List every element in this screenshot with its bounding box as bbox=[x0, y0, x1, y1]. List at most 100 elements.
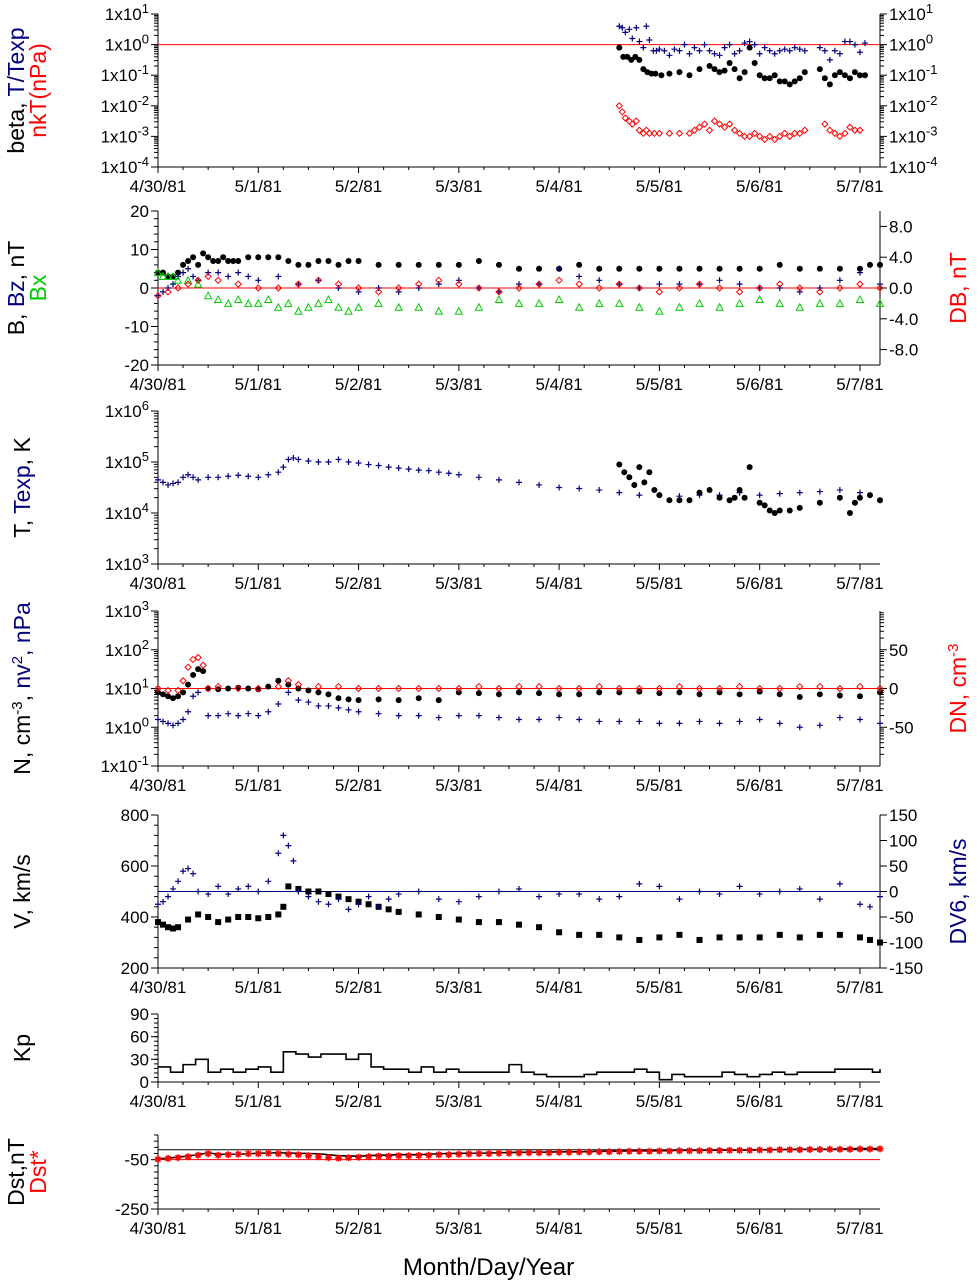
data-point bbox=[190, 693, 197, 700]
data-point bbox=[877, 720, 883, 727]
data-point bbox=[661, 47, 668, 54]
x-tick-label: 4/30/81 bbox=[130, 978, 187, 997]
data-point bbox=[275, 469, 282, 476]
data-point bbox=[395, 891, 402, 898]
data-point bbox=[158, 271, 168, 280]
data-point bbox=[556, 691, 563, 698]
data-point bbox=[335, 896, 342, 903]
data-point bbox=[394, 302, 404, 311]
data-point bbox=[180, 868, 187, 875]
data-point bbox=[776, 132, 784, 141]
x-tick-label: 5/6/81 bbox=[736, 375, 783, 394]
data-point bbox=[595, 284, 603, 292]
data-point bbox=[632, 117, 641, 125]
data-point bbox=[294, 280, 303, 288]
data-point bbox=[646, 37, 653, 44]
data-point bbox=[304, 1152, 312, 1160]
y-tick-label: 1x10-1 bbox=[101, 753, 149, 776]
data-point bbox=[756, 891, 763, 898]
data-point bbox=[726, 497, 733, 504]
data-point bbox=[766, 47, 773, 54]
data-point bbox=[475, 919, 482, 926]
series-blue bbox=[155, 832, 883, 913]
x-tick-label: 5/3/81 bbox=[435, 1219, 482, 1238]
data-point bbox=[305, 699, 312, 706]
data-point bbox=[174, 1154, 182, 1162]
data-point bbox=[194, 276, 202, 285]
data-point bbox=[635, 284, 644, 292]
data-point bbox=[184, 280, 192, 288]
data-point bbox=[315, 277, 322, 284]
data-point bbox=[826, 126, 834, 134]
data-point bbox=[220, 254, 227, 261]
data-point bbox=[596, 265, 603, 272]
data-point bbox=[305, 687, 312, 694]
x-tick-label: 5/5/81 bbox=[636, 1092, 683, 1111]
data-point bbox=[285, 883, 292, 890]
data-point bbox=[455, 689, 462, 696]
data-point bbox=[225, 685, 232, 692]
data-point bbox=[285, 842, 292, 849]
data-point bbox=[153, 268, 163, 277]
data-point bbox=[831, 129, 839, 138]
x-tick-label: 5/6/81 bbox=[736, 574, 783, 593]
data-point bbox=[836, 50, 843, 57]
data-point bbox=[516, 921, 522, 928]
data-point bbox=[255, 277, 262, 284]
data-point bbox=[265, 914, 272, 920]
data-point bbox=[831, 72, 838, 79]
data-point bbox=[836, 1145, 844, 1153]
ylabel-part: Bx bbox=[25, 274, 51, 301]
data-point bbox=[851, 499, 858, 506]
data-point bbox=[165, 720, 172, 727]
data-point bbox=[235, 269, 242, 276]
data-point bbox=[335, 695, 342, 702]
data-point bbox=[365, 461, 372, 468]
series-red bbox=[154, 1145, 884, 1163]
data-point bbox=[776, 684, 784, 693]
data-point bbox=[205, 914, 212, 920]
x-tick-label: 5/5/81 bbox=[636, 574, 683, 593]
data-point bbox=[736, 75, 743, 82]
data-point bbox=[866, 492, 873, 499]
data-point bbox=[576, 716, 583, 723]
data-point bbox=[223, 298, 233, 307]
data-point bbox=[776, 47, 783, 54]
y-tick-label-right: 0 bbox=[889, 680, 898, 699]
data-point bbox=[696, 691, 703, 698]
data-point bbox=[616, 44, 623, 51]
data-point bbox=[335, 456, 342, 463]
data-point bbox=[866, 903, 873, 910]
data-point bbox=[771, 135, 779, 144]
x-tick-label: 5/6/81 bbox=[736, 1219, 783, 1238]
data-point bbox=[485, 1150, 493, 1158]
data-point bbox=[334, 280, 343, 288]
data-point bbox=[415, 712, 422, 719]
data-point bbox=[245, 254, 252, 261]
data-point bbox=[616, 461, 623, 468]
data-point bbox=[710, 117, 719, 125]
data-point bbox=[175, 479, 182, 486]
x-tick-label: 5/2/81 bbox=[335, 1219, 382, 1238]
x-tick-label: 5/7/81 bbox=[836, 177, 883, 196]
data-point bbox=[736, 1146, 744, 1154]
data-point bbox=[756, 716, 763, 723]
y-tick-label: 1x105 bbox=[105, 449, 149, 472]
data-point bbox=[876, 684, 884, 693]
data-point bbox=[595, 682, 603, 691]
y-axis-label: N, cm-3, nv2, nPa bbox=[9, 602, 35, 775]
data-point bbox=[395, 261, 402, 268]
data-point bbox=[836, 69, 843, 76]
y-tick-label: 1x10-3 bbox=[101, 123, 149, 146]
data-point bbox=[274, 682, 283, 691]
data-point bbox=[375, 903, 382, 910]
data-point bbox=[716, 1147, 724, 1155]
data-point bbox=[716, 69, 723, 76]
data-point bbox=[796, 694, 803, 701]
data-point bbox=[305, 261, 312, 268]
ylabel-part: T/Texp bbox=[3, 27, 29, 96]
data-point bbox=[851, 69, 858, 76]
data-point bbox=[205, 685, 212, 692]
data-point bbox=[856, 716, 863, 723]
data-point bbox=[165, 693, 172, 700]
